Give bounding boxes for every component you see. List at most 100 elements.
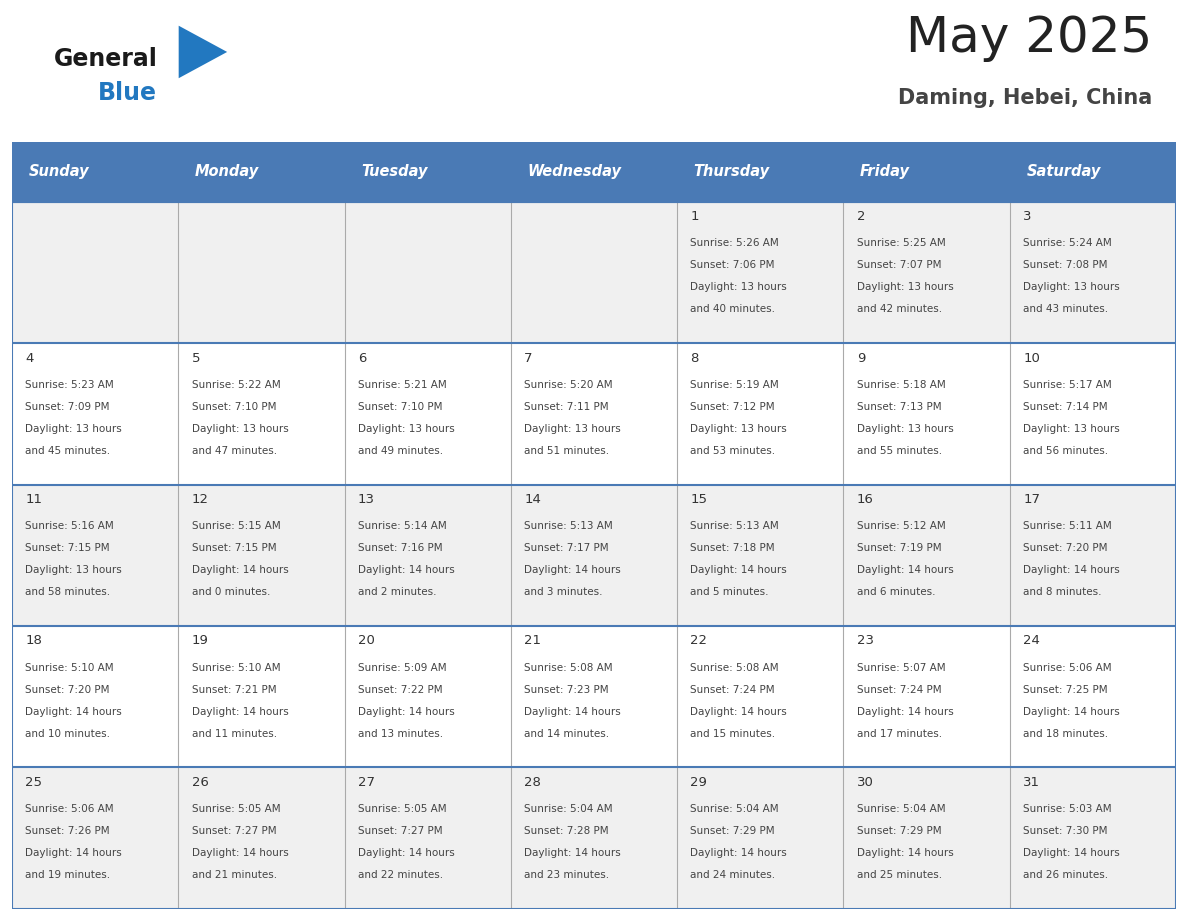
Text: and 14 minutes.: and 14 minutes.	[524, 729, 609, 738]
Text: and 17 minutes.: and 17 minutes.	[857, 729, 942, 738]
Text: Sunrise: 5:25 AM: Sunrise: 5:25 AM	[857, 239, 946, 249]
Text: Daylight: 14 hours: Daylight: 14 hours	[690, 848, 788, 858]
Text: Saturday: Saturday	[1026, 164, 1101, 180]
Text: 24: 24	[1023, 634, 1040, 647]
Text: and 47 minutes.: and 47 minutes.	[191, 445, 277, 455]
Text: 12: 12	[191, 493, 209, 506]
Text: and 43 minutes.: and 43 minutes.	[1023, 304, 1108, 314]
Text: Monday: Monday	[195, 164, 259, 180]
Text: Sunrise: 5:14 AM: Sunrise: 5:14 AM	[358, 521, 447, 532]
Text: Daylight: 14 hours: Daylight: 14 hours	[690, 565, 788, 576]
Text: Sunset: 7:21 PM: Sunset: 7:21 PM	[191, 685, 276, 695]
Text: 17: 17	[1023, 493, 1041, 506]
Text: Sunset: 7:15 PM: Sunset: 7:15 PM	[25, 543, 109, 554]
Text: and 19 minutes.: and 19 minutes.	[25, 870, 110, 880]
Text: Daylight: 14 hours: Daylight: 14 hours	[524, 707, 621, 717]
Text: Sunset: 7:27 PM: Sunset: 7:27 PM	[191, 826, 276, 836]
Text: Sunrise: 5:18 AM: Sunrise: 5:18 AM	[857, 380, 946, 390]
Text: and 55 minutes.: and 55 minutes.	[857, 445, 942, 455]
Text: and 49 minutes.: and 49 minutes.	[358, 445, 443, 455]
Text: Daylight: 13 hours: Daylight: 13 hours	[25, 424, 122, 433]
Text: 30: 30	[857, 776, 873, 789]
Text: Daylight: 14 hours: Daylight: 14 hours	[524, 848, 621, 858]
Text: and 58 minutes.: and 58 minutes.	[25, 588, 110, 597]
Bar	[12, 202, 1176, 343]
Text: Sunrise: 5:05 AM: Sunrise: 5:05 AM	[358, 804, 447, 814]
Text: Sunrise: 5:23 AM: Sunrise: 5:23 AM	[25, 380, 114, 390]
Text: and 13 minutes.: and 13 minutes.	[358, 729, 443, 738]
Text: Daylight: 14 hours: Daylight: 14 hours	[191, 707, 289, 717]
Text: Sunrise: 5:04 AM: Sunrise: 5:04 AM	[857, 804, 946, 814]
Text: Sunrise: 5:06 AM: Sunrise: 5:06 AM	[25, 804, 114, 814]
Text: Sunrise: 5:16 AM: Sunrise: 5:16 AM	[25, 521, 114, 532]
Text: and 22 minutes.: and 22 minutes.	[358, 870, 443, 880]
Text: 25: 25	[25, 776, 43, 789]
Bar	[12, 142, 1176, 202]
Text: Daylight: 14 hours: Daylight: 14 hours	[1023, 848, 1120, 858]
Text: and 45 minutes.: and 45 minutes.	[25, 445, 110, 455]
Text: 5: 5	[191, 352, 200, 364]
Text: Daylight: 14 hours: Daylight: 14 hours	[25, 707, 122, 717]
Text: Sunset: 7:11 PM: Sunset: 7:11 PM	[524, 402, 608, 412]
Text: and 15 minutes.: and 15 minutes.	[690, 729, 776, 738]
Bar	[12, 626, 1176, 767]
Text: Daylight: 13 hours: Daylight: 13 hours	[857, 283, 954, 292]
Text: 9: 9	[857, 352, 865, 364]
Text: 20: 20	[358, 634, 374, 647]
Text: May 2025: May 2025	[906, 14, 1152, 62]
Text: and 5 minutes.: and 5 minutes.	[690, 588, 769, 597]
Text: 7: 7	[524, 352, 532, 364]
Text: General: General	[53, 47, 157, 72]
Text: Sunset: 7:18 PM: Sunset: 7:18 PM	[690, 543, 775, 554]
Text: and 24 minutes.: and 24 minutes.	[690, 870, 776, 880]
Text: Sunrise: 5:26 AM: Sunrise: 5:26 AM	[690, 239, 779, 249]
Text: Sunrise: 5:08 AM: Sunrise: 5:08 AM	[524, 663, 613, 673]
Text: 22: 22	[690, 634, 708, 647]
Text: Sunset: 7:12 PM: Sunset: 7:12 PM	[690, 402, 775, 412]
Text: Daylight: 14 hours: Daylight: 14 hours	[857, 565, 954, 576]
Text: 8: 8	[690, 352, 699, 364]
Text: 28: 28	[524, 776, 541, 789]
Text: Daylight: 14 hours: Daylight: 14 hours	[1023, 707, 1120, 717]
Text: Thursday: Thursday	[694, 164, 770, 180]
Text: Daylight: 14 hours: Daylight: 14 hours	[524, 565, 621, 576]
Text: 31: 31	[1023, 776, 1041, 789]
Text: Sunrise: 5:10 AM: Sunrise: 5:10 AM	[25, 663, 114, 673]
Text: Sunset: 7:20 PM: Sunset: 7:20 PM	[25, 685, 109, 695]
Text: Sunset: 7:28 PM: Sunset: 7:28 PM	[524, 826, 608, 836]
Text: Sunrise: 5:22 AM: Sunrise: 5:22 AM	[191, 380, 280, 390]
Text: 2: 2	[857, 210, 865, 223]
Text: and 8 minutes.: and 8 minutes.	[1023, 588, 1101, 597]
Text: Sunrise: 5:09 AM: Sunrise: 5:09 AM	[358, 663, 447, 673]
Text: Sunrise: 5:08 AM: Sunrise: 5:08 AM	[690, 663, 779, 673]
Text: Sunrise: 5:17 AM: Sunrise: 5:17 AM	[1023, 380, 1112, 390]
Text: Sunrise: 5:05 AM: Sunrise: 5:05 AM	[191, 804, 280, 814]
Bar	[12, 485, 1176, 626]
Text: Sunrise: 5:21 AM: Sunrise: 5:21 AM	[358, 380, 447, 390]
Text: Daylight: 14 hours: Daylight: 14 hours	[690, 707, 788, 717]
Text: 1: 1	[690, 210, 699, 223]
Text: Sunset: 7:26 PM: Sunset: 7:26 PM	[25, 826, 109, 836]
Text: Sunset: 7:10 PM: Sunset: 7:10 PM	[358, 402, 442, 412]
Bar	[12, 343, 1176, 485]
Text: Sunrise: 5:15 AM: Sunrise: 5:15 AM	[191, 521, 280, 532]
Text: and 26 minutes.: and 26 minutes.	[1023, 870, 1108, 880]
Text: Daylight: 13 hours: Daylight: 13 hours	[524, 424, 621, 433]
Text: 11: 11	[25, 493, 43, 506]
Bar	[12, 767, 1176, 909]
Polygon shape	[178, 26, 227, 78]
Text: Sunset: 7:07 PM: Sunset: 7:07 PM	[857, 261, 941, 271]
Text: Sunrise: 5:19 AM: Sunrise: 5:19 AM	[690, 380, 779, 390]
Text: and 3 minutes.: and 3 minutes.	[524, 588, 602, 597]
Text: Daylight: 14 hours: Daylight: 14 hours	[358, 707, 455, 717]
Text: 3: 3	[1023, 210, 1031, 223]
Text: 15: 15	[690, 493, 708, 506]
Text: Sunset: 7:13 PM: Sunset: 7:13 PM	[857, 402, 941, 412]
Text: 29: 29	[690, 776, 707, 789]
Text: Sunset: 7:08 PM: Sunset: 7:08 PM	[1023, 261, 1107, 271]
Text: and 0 minutes.: and 0 minutes.	[191, 588, 270, 597]
Text: Sunset: 7:30 PM: Sunset: 7:30 PM	[1023, 826, 1107, 836]
Text: Sunset: 7:24 PM: Sunset: 7:24 PM	[690, 685, 775, 695]
Text: Sunset: 7:24 PM: Sunset: 7:24 PM	[857, 685, 941, 695]
Text: and 11 minutes.: and 11 minutes.	[191, 729, 277, 738]
